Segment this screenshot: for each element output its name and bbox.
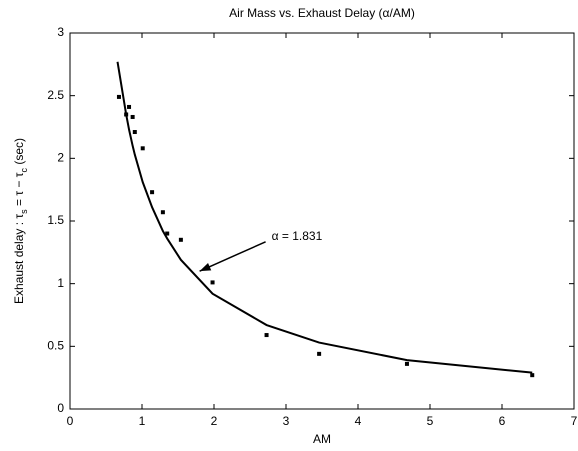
y-axis-label-part: s: [19, 209, 29, 214]
x-axis-label: AM: [313, 432, 331, 446]
y-axis-label-part: Exhaust delay : τ: [12, 214, 26, 304]
x-tick-label: 6: [499, 414, 506, 428]
data-point: [178, 237, 183, 242]
y-tick-label: 2.5: [47, 88, 64, 102]
chart-title: Air Mass vs. Exhaust Delay (α/AM): [229, 6, 415, 20]
data-point: [165, 231, 170, 236]
data-point: [150, 190, 155, 195]
y-tick-label: 1: [57, 276, 64, 290]
data-point: [530, 373, 535, 378]
y-tick-label: 0.5: [47, 339, 64, 353]
annotation-arrow: [199, 241, 266, 272]
fit-line: [116, 61, 533, 374]
y-tick-label: 3: [57, 25, 64, 39]
annotation-text: α = 1.831: [272, 229, 323, 243]
y-axis-label-part: c: [19, 168, 29, 173]
x-tick-label: 4: [355, 414, 362, 428]
data-point: [116, 94, 121, 99]
y-axis-label: Exhaust delay : τs = τ − τc (sec): [12, 138, 29, 304]
x-tick-label: 2: [211, 414, 218, 428]
x-tick-label: 3: [283, 414, 290, 428]
x-tick-label: 0: [67, 414, 74, 428]
annotation-arrowhead: [199, 263, 212, 272]
y-axis-label-part: (sec): [12, 138, 26, 168]
data-point: [160, 210, 165, 215]
data-point: [404, 361, 409, 366]
y-axis-label-part: = τ − τ: [12, 172, 26, 209]
data-point: [317, 351, 322, 356]
data-point: [264, 333, 269, 338]
data-point: [130, 114, 135, 119]
y-tick-label: 2: [57, 151, 64, 165]
y-tick-label: 0: [57, 401, 64, 415]
y-tick-label: 1.5: [47, 213, 64, 227]
x-tick-label: 5: [427, 414, 434, 428]
plot-frame: [69, 32, 575, 410]
data-point: [210, 280, 215, 285]
data-point: [124, 112, 129, 117]
data-point: [140, 146, 145, 151]
data-point: [127, 104, 132, 109]
x-tick-label: 1: [139, 414, 146, 428]
data-point: [132, 130, 137, 135]
x-tick-label: 7: [571, 414, 578, 428]
